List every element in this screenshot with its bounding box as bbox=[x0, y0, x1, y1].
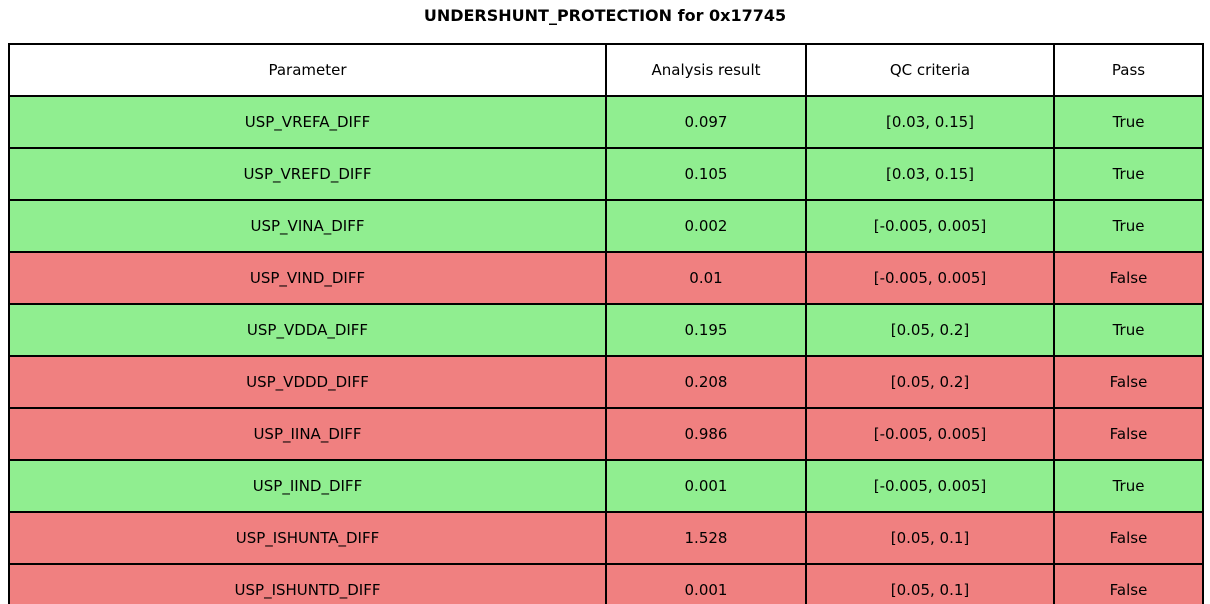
pass-cell: False bbox=[1053, 511, 1204, 565]
criteria-cell: [0.05, 0.2] bbox=[805, 303, 1055, 357]
result-cell: 0.01 bbox=[605, 251, 807, 305]
result-cell: 0.105 bbox=[605, 147, 807, 201]
criteria-cell: [-0.005, 0.005] bbox=[805, 459, 1055, 513]
parameter-cell: USP_VREFD_DIFF bbox=[8, 147, 607, 201]
criteria-cell: [0.03, 0.15] bbox=[805, 95, 1055, 149]
result-cell: 0.986 bbox=[605, 407, 807, 461]
header-qc-criteria: QC criteria bbox=[805, 43, 1055, 97]
result-cell: 0.001 bbox=[605, 563, 807, 604]
result-cell: 1.528 bbox=[605, 511, 807, 565]
criteria-cell: [-0.005, 0.005] bbox=[805, 199, 1055, 253]
parameter-cell: USP_ISHUNTA_DIFF bbox=[8, 511, 607, 565]
criteria-cell: [0.03, 0.15] bbox=[805, 147, 1055, 201]
pass-cell: False bbox=[1053, 563, 1204, 604]
table-row: USP_VREFD_DIFF 0.105 [0.03, 0.15] True bbox=[8, 147, 1204, 201]
pass-cell: True bbox=[1053, 303, 1204, 357]
header-pass: Pass bbox=[1053, 43, 1204, 97]
parameter-cell: USP_VIND_DIFF bbox=[8, 251, 607, 305]
pass-cell: True bbox=[1053, 199, 1204, 253]
parameter-cell: USP_VINA_DIFF bbox=[8, 199, 607, 253]
criteria-cell: [0.05, 0.1] bbox=[805, 511, 1055, 565]
parameter-cell: USP_VREFA_DIFF bbox=[8, 95, 607, 149]
pass-cell: True bbox=[1053, 459, 1204, 513]
header-parameter: Parameter bbox=[8, 43, 607, 97]
chart-title: UNDERSHUNT_PROTECTION for 0x17745 bbox=[423, 6, 787, 25]
table-row: USP_IIND_DIFF 0.001 [-0.005, 0.005] True bbox=[8, 459, 1204, 513]
table-row: USP_VDDD_DIFF 0.208 [0.05, 0.2] False bbox=[8, 355, 1204, 409]
parameter-cell: USP_IINA_DIFF bbox=[8, 407, 607, 461]
header-analysis-result: Analysis result bbox=[605, 43, 807, 97]
parameter-cell: USP_IIND_DIFF bbox=[8, 459, 607, 513]
table-row: USP_ISHUNTA_DIFF 1.528 [0.05, 0.1] False bbox=[8, 511, 1204, 565]
parameter-cell: USP_VDDD_DIFF bbox=[8, 355, 607, 409]
pass-cell: False bbox=[1053, 407, 1204, 461]
table-row: USP_VIND_DIFF 0.01 [-0.005, 0.005] False bbox=[8, 251, 1204, 305]
qc-results-table: Parameter Analysis result QC criteria Pa… bbox=[8, 43, 1204, 604]
criteria-cell: [0.05, 0.1] bbox=[805, 563, 1055, 604]
table-row: USP_ISHUNTD_DIFF 0.001 [0.05, 0.1] False bbox=[8, 563, 1204, 604]
result-cell: 0.208 bbox=[605, 355, 807, 409]
table-row: USP_VINA_DIFF 0.002 [-0.005, 0.005] True bbox=[8, 199, 1204, 253]
parameter-cell: USP_ISHUNTD_DIFF bbox=[8, 563, 607, 604]
result-cell: 0.195 bbox=[605, 303, 807, 357]
criteria-cell: [-0.005, 0.005] bbox=[805, 251, 1055, 305]
pass-cell: True bbox=[1053, 95, 1204, 149]
parameter-cell: USP_VDDA_DIFF bbox=[8, 303, 607, 357]
table-header: Parameter Analysis result QC criteria Pa… bbox=[8, 43, 1204, 97]
pass-cell: True bbox=[1053, 147, 1204, 201]
result-cell: 0.001 bbox=[605, 459, 807, 513]
table-row: USP_IINA_DIFF 0.986 [-0.005, 0.005] False bbox=[8, 407, 1204, 461]
result-cell: 0.002 bbox=[605, 199, 807, 253]
criteria-cell: [0.05, 0.2] bbox=[805, 355, 1055, 409]
table-row: USP_VREFA_DIFF 0.097 [0.03, 0.15] True bbox=[8, 95, 1204, 149]
result-cell: 0.097 bbox=[605, 95, 807, 149]
pass-cell: False bbox=[1053, 251, 1204, 305]
pass-cell: False bbox=[1053, 355, 1204, 409]
header-row: Parameter Analysis result QC criteria Pa… bbox=[8, 43, 1204, 97]
table-row: USP_VDDA_DIFF 0.195 [0.05, 0.2] True bbox=[8, 303, 1204, 357]
table-body: USP_VREFA_DIFF 0.097 [0.03, 0.15] True USP_V… bbox=[8, 95, 1204, 604]
criteria-cell: [-0.005, 0.005] bbox=[805, 407, 1055, 461]
